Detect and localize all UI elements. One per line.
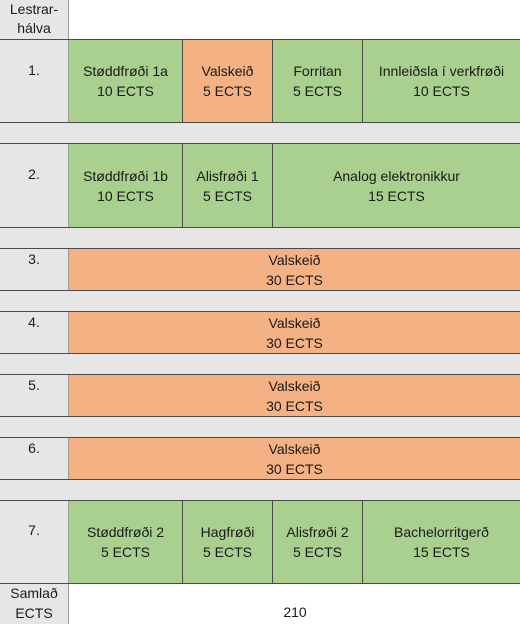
row-spacer xyxy=(0,290,520,312)
semester-label: 1. xyxy=(0,40,69,122)
semester-row-4: 4. Valskeið 30 ECTS xyxy=(0,312,520,353)
course-cell: Alisfrøði 1 5 ECTS xyxy=(183,144,273,227)
course-credits: 10 ECTS xyxy=(97,187,154,204)
course-name: Alisfrøði 2 xyxy=(286,523,349,540)
semester-label: 3. xyxy=(0,249,69,290)
course-credits: 10 ECTS xyxy=(413,83,470,99)
course-cell: Analog elektronikkur 15 ECTS xyxy=(273,144,520,227)
semester-row-2: 2. Støddfrøði 1b 10 ECTS Alisfrøði 1 5 E… xyxy=(0,144,520,227)
semester-row-6: 6. Valskeið 30 ECTS xyxy=(0,438,520,479)
course-cell: Bachelorritgerð 15 ECTS xyxy=(363,500,520,583)
semester-label: 4. xyxy=(0,312,69,353)
course-name: Innleiðsla í verkfrøði xyxy=(378,63,505,79)
row-spacer xyxy=(0,416,520,438)
row-spacer xyxy=(0,479,520,500)
course-cell: Valskeið 30 ECTS xyxy=(69,249,520,290)
grid-line xyxy=(0,500,520,501)
course-name: Støddfrøði 1b xyxy=(83,167,168,184)
row-spacer xyxy=(0,122,520,144)
grid-line xyxy=(0,39,520,40)
grid-line xyxy=(0,248,520,249)
course-credits: 5 ECTS xyxy=(202,83,252,99)
grid-line xyxy=(0,122,520,123)
course-credits: 15 ECTS xyxy=(368,187,425,204)
semester-label: 5. xyxy=(0,375,69,416)
course-credits: 30 ECTS xyxy=(266,397,323,414)
header-row: Lestrar- hálva xyxy=(0,0,520,39)
course-cell: Støddfrøði 1b 10 ECTS xyxy=(69,144,183,227)
course-credits: 5 ECTS xyxy=(202,187,252,204)
semester-row-5: 5. Valskeið 30 ECTS xyxy=(0,375,520,416)
semester-label: 7. xyxy=(0,500,69,583)
course-name: Valskeið xyxy=(268,440,321,457)
course-name: Valskeið xyxy=(201,63,254,79)
course-cell: Innleiðsla í verkfrøði 10 ECTS xyxy=(363,40,520,122)
grid-line xyxy=(0,583,520,584)
course-credits: 30 ECTS xyxy=(266,334,323,351)
grid-line xyxy=(0,479,520,480)
course-name: Valskeið xyxy=(268,314,321,331)
course-name: Alisfrøði 1 xyxy=(196,167,259,184)
course-credits: 10 ECTS xyxy=(97,83,154,99)
course-cell: Valskeið 30 ECTS xyxy=(69,312,520,353)
course-credits: 30 ECTS xyxy=(266,271,323,288)
row-spacer xyxy=(0,227,520,249)
semester-label: 6. xyxy=(0,438,69,479)
course-credits: 15 ECTS xyxy=(413,543,470,560)
grid-line xyxy=(0,311,520,312)
semester-row-1: 1. Støddfrøði 1a 10 ECTS Valskeið 5 ECTS… xyxy=(0,40,520,122)
total-label: Samlað ECTS xyxy=(0,583,69,624)
grid-line xyxy=(0,437,520,438)
grid-line xyxy=(0,290,520,291)
header-empty-cell xyxy=(69,0,520,39)
course-cell: Valskeið 30 ECTS xyxy=(69,375,520,416)
semester-label: 2. xyxy=(0,144,69,227)
grid-line xyxy=(0,416,520,417)
course-name: Analog elektronikkur xyxy=(333,167,460,184)
total-value: 210 xyxy=(70,583,520,624)
grid-line xyxy=(0,374,520,375)
course-name: Bachelorritgerð xyxy=(394,523,489,540)
course-credits: 30 ECTS xyxy=(266,460,323,477)
course-name: Valskeið xyxy=(268,251,321,268)
course-name: Støddfrøði 2 xyxy=(86,523,165,540)
course-cell: Støddfrøði 2 5 ECTS xyxy=(69,500,183,583)
course-name: Støddfrøði 1a xyxy=(83,63,168,79)
grid-line xyxy=(0,353,520,354)
total-row: Samlað ECTS 210 xyxy=(0,583,520,624)
semester-column-header: Lestrar- hálva xyxy=(0,0,69,39)
course-cell: Forritan 5 ECTS xyxy=(273,40,363,122)
course-cell: Valskeið 30 ECTS xyxy=(69,438,520,479)
course-name: Forritan xyxy=(293,63,342,79)
course-cell: Støddfrøði 1a 10 ECTS xyxy=(69,40,183,122)
course-credits: 5 ECTS xyxy=(292,83,342,99)
course-cell: Alisfrøði 2 5 ECTS xyxy=(273,500,363,583)
semester-row-3: 3. Valskeið 30 ECTS xyxy=(0,249,520,290)
course-cell: Hagfrøði 5 ECTS xyxy=(183,500,273,583)
course-credits: 5 ECTS xyxy=(292,543,342,560)
course-name: Valskeið xyxy=(268,377,321,394)
course-credits: 5 ECTS xyxy=(100,543,150,560)
grid-line xyxy=(0,227,520,228)
course-cell: Valskeið 5 ECTS xyxy=(183,40,273,122)
course-name: Hagfrøði xyxy=(200,523,255,540)
grid-line xyxy=(0,143,520,144)
row-spacer xyxy=(0,353,520,375)
course-credits: 5 ECTS xyxy=(202,543,252,560)
semester-row-7: 7. Støddfrøði 2 5 ECTS Hagfrøði 5 ECTS A… xyxy=(0,500,520,583)
